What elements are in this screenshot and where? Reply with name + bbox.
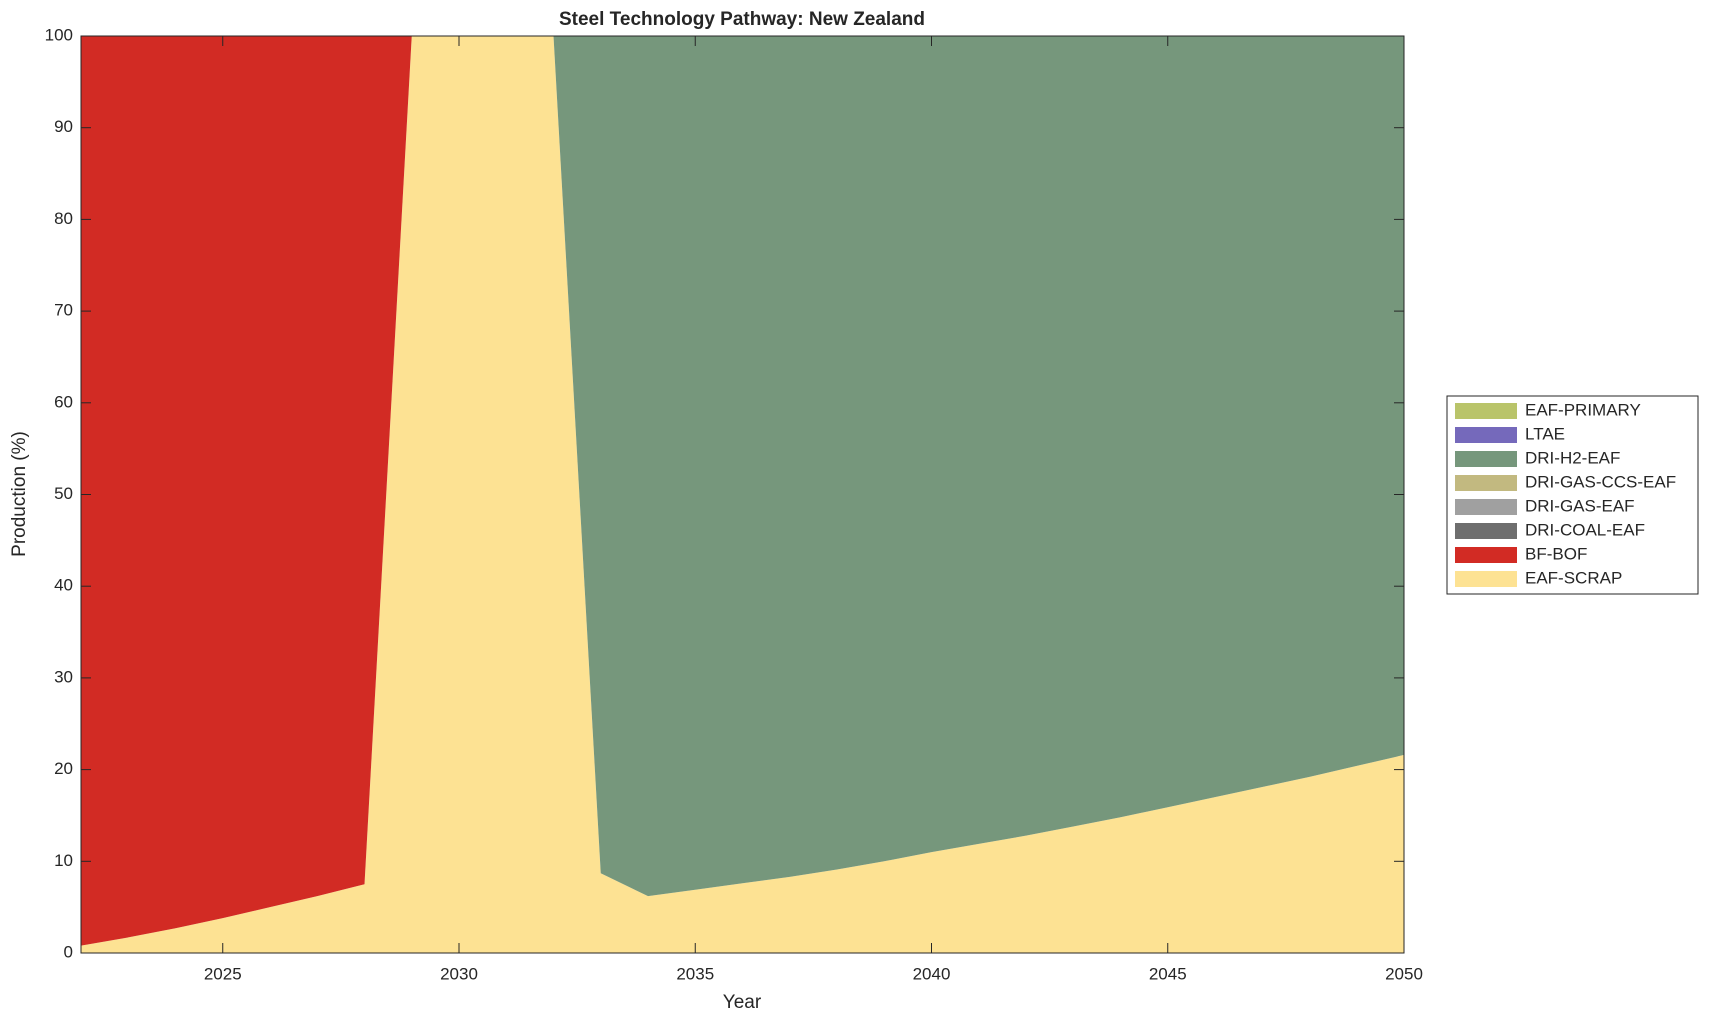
x-tick-label: 2040 <box>913 964 951 983</box>
area <box>81 36 1404 946</box>
y-tick-label: 10 <box>54 851 73 870</box>
y-tick-label: 20 <box>54 759 73 778</box>
legend-swatch <box>1455 403 1517 419</box>
y-tick-label: 60 <box>54 392 73 411</box>
legend-swatch <box>1455 427 1517 443</box>
legend-swatch <box>1455 499 1517 515</box>
y-tick-label: 80 <box>54 209 73 228</box>
legend-label: DRI-GAS-CCS-EAF <box>1525 472 1676 491</box>
y-axis-label: Production (%) <box>9 431 30 557</box>
y-tick-label: 0 <box>64 942 73 961</box>
y-tick-label: 100 <box>45 25 73 44</box>
legend-box <box>1446 395 1699 595</box>
y-tick-label: 30 <box>54 667 73 686</box>
legend: EAF-PRIMARY LTAE DRI-H2-EAF DRI-GAS-CCS-EAF… <box>1446 395 1699 595</box>
legend-swatch <box>1455 451 1517 467</box>
chart-title: Steel Technology Pathway: New Zealand <box>559 9 925 30</box>
legend-label: DRI-GAS-EAF <box>1525 496 1635 515</box>
y-tick-label: 50 <box>54 484 73 503</box>
legend-label: BF-BOF <box>1525 544 1587 563</box>
legend-label: DRI-COAL-EAF <box>1525 520 1645 539</box>
legend-swatch <box>1455 523 1517 539</box>
x-tick-label: 2030 <box>440 964 478 983</box>
legend-label: DRI-H2-EAF <box>1525 448 1620 467</box>
legend-swatch <box>1455 571 1517 587</box>
y-tick-label: 40 <box>54 576 73 595</box>
legend-swatch <box>1455 475 1517 491</box>
x-tick-label: 2025 <box>204 964 242 983</box>
x-tick-label: 2035 <box>676 964 714 983</box>
x-tick-label: 2050 <box>1385 964 1423 983</box>
legend-swatch <box>1455 547 1517 563</box>
legend-label: LTAE <box>1525 424 1565 443</box>
legend-label: EAF-PRIMARY <box>1525 400 1641 419</box>
area <box>81 36 1404 953</box>
legend-label: EAF-SCRAP <box>1525 568 1622 587</box>
area <box>81 36 1404 897</box>
plot-area <box>81 36 1404 953</box>
y-tick-label: 70 <box>54 301 73 320</box>
y-tick-label: 90 <box>54 117 73 136</box>
x-tick-label: 2045 <box>1149 964 1187 983</box>
x-axis-label: Year <box>723 992 762 1013</box>
